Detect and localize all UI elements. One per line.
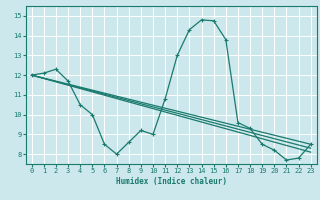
X-axis label: Humidex (Indice chaleur): Humidex (Indice chaleur) — [116, 177, 227, 186]
